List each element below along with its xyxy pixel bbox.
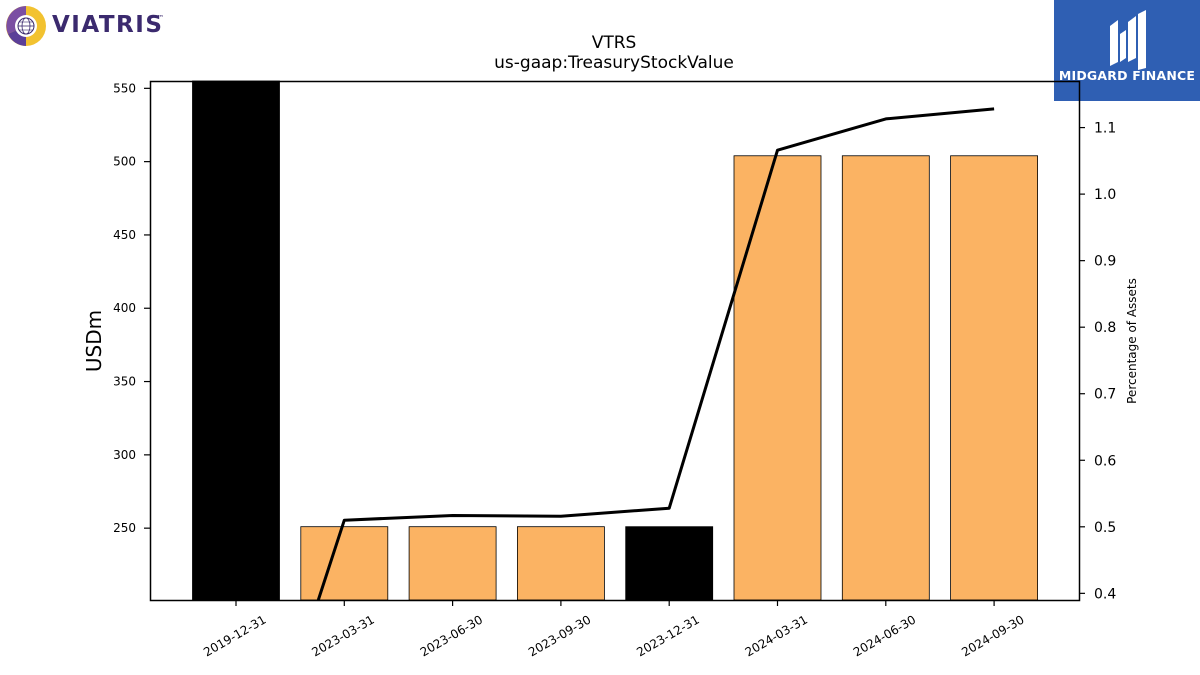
bar-2019-12-31 <box>192 80 280 601</box>
bars-layer <box>192 80 1038 601</box>
chart-title: VTRS <box>592 33 637 53</box>
bar-2023-12-31 <box>625 526 714 601</box>
y-tick-label-250: 250 <box>113 521 136 535</box>
y-tick-label-300: 300 <box>113 448 136 462</box>
y2-tick-label-1: 1.0 <box>1094 187 1116 203</box>
y2-tick-label-0.7: 0.7 <box>1094 387 1116 403</box>
y-tick-label-500: 500 <box>113 155 136 169</box>
bar-2024-09-30 <box>950 155 1038 601</box>
y2-tick-label-0.6: 0.6 <box>1094 453 1116 469</box>
bar-2023-06-30 <box>408 526 497 601</box>
y2-axis-label: Percentage of Assets <box>1125 278 1139 404</box>
bar-2024-06-30 <box>841 155 930 601</box>
bar-2024-03-31 <box>733 155 822 601</box>
x-tick-label-2024-03-31: 2024-03-31 <box>743 612 810 659</box>
y2-tick-label-0.4: 0.4 <box>1094 586 1116 602</box>
y-axis: 250 300 350 400 450 500 550 <box>113 81 150 535</box>
midgard-emblem-icon <box>1110 10 1146 70</box>
y2-axis: 0.4 0.5 0.6 0.7 0.8 0.9 1.0 1.1 <box>1079 121 1116 602</box>
viatris-trademark: ™ <box>157 14 164 22</box>
y2-tick-label-0.9: 0.9 <box>1094 254 1116 270</box>
percentage-line <box>316 107 995 601</box>
y-tick-label-450: 450 <box>113 228 136 242</box>
x-tick-label-2024-09-30: 2024-09-30 <box>959 612 1026 659</box>
chart-subtitle: us-gaap:TreasuryStockValue <box>494 53 734 73</box>
y2-tick-label-0.5: 0.5 <box>1094 520 1116 536</box>
y-tick-label-400: 400 <box>113 301 136 315</box>
x-tick-label-2023-03-31: 2023-03-31 <box>309 612 376 659</box>
y-axis-label: USDm <box>82 310 106 372</box>
plot-frame <box>149 80 1081 602</box>
viatris-logo-text: VIATRIS <box>52 12 164 38</box>
midgard-finance-text: MIDGARD FINANCE <box>1058 68 1196 83</box>
x-axis: 2019-12-31 2023-03-31 2023-06-30 2023-09-30… <box>201 600 1027 659</box>
viatris-logo: VIATRIS ™ <box>4 4 174 48</box>
x-tick-label-2023-12-31: 2023-12-31 <box>634 612 701 659</box>
y-tick-label-550: 550 <box>113 81 136 95</box>
y-tick-label-350: 350 <box>113 375 136 389</box>
x-tick-label-2024-06-30: 2024-06-30 <box>851 612 918 659</box>
x-tick-label-2023-06-30: 2023-06-30 <box>418 612 485 659</box>
viatris-globe-icon <box>6 6 46 46</box>
bar-2023-03-31 <box>300 526 389 601</box>
y2-tick-label-0.8: 0.8 <box>1094 320 1116 336</box>
y2-tick-label-1.1: 1.1 <box>1094 121 1116 137</box>
x-tick-label-2023-09-30: 2023-09-30 <box>526 612 593 659</box>
line-layer <box>316 107 995 601</box>
bar-2023-09-30 <box>517 526 605 601</box>
x-tick-label-2019-12-31: 2019-12-31 <box>201 612 268 659</box>
midgard-finance-logo: MIDGARD FINANCE <box>1054 0 1200 101</box>
